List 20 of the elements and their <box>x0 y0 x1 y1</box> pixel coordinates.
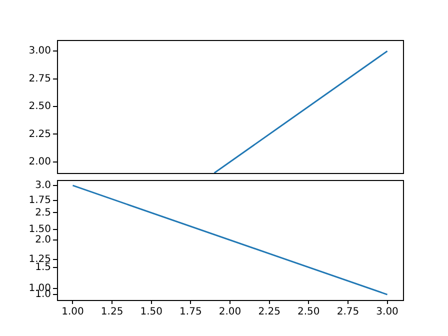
x-tick-label: 1.00 <box>62 306 84 318</box>
x-tick-label: 1.25 <box>100 306 124 318</box>
y-tick-label: 3.0 <box>35 180 51 192</box>
x-tick-label: 2.75 <box>336 306 360 318</box>
y-tick-label: 2.25 <box>28 128 51 140</box>
y-tick-label: 2.75 <box>28 73 51 84</box>
x-tick-label: 2.25 <box>258 306 280 318</box>
x-tick-label: 3.00 <box>376 306 398 318</box>
y2-tick-label: 1.50 <box>28 224 51 236</box>
x-tick-label: 1.50 <box>140 306 162 318</box>
y-tick-label: 2.0 <box>35 234 51 246</box>
x-tick-label: 2.00 <box>218 306 242 318</box>
y-tick-label: 3.00 <box>28 46 51 57</box>
y2-tick-label: 1.75 <box>28 195 51 206</box>
y-tick-label: 1.0 <box>35 289 51 300</box>
x-tick-label: 2.50 <box>298 306 320 318</box>
y-tick-label: 2.00 <box>28 156 51 168</box>
y-tick-label: 2.50 <box>28 101 51 112</box>
y-tick-label: 2.5 <box>35 207 51 218</box>
x-tick-label: 1.75 <box>180 306 202 318</box>
